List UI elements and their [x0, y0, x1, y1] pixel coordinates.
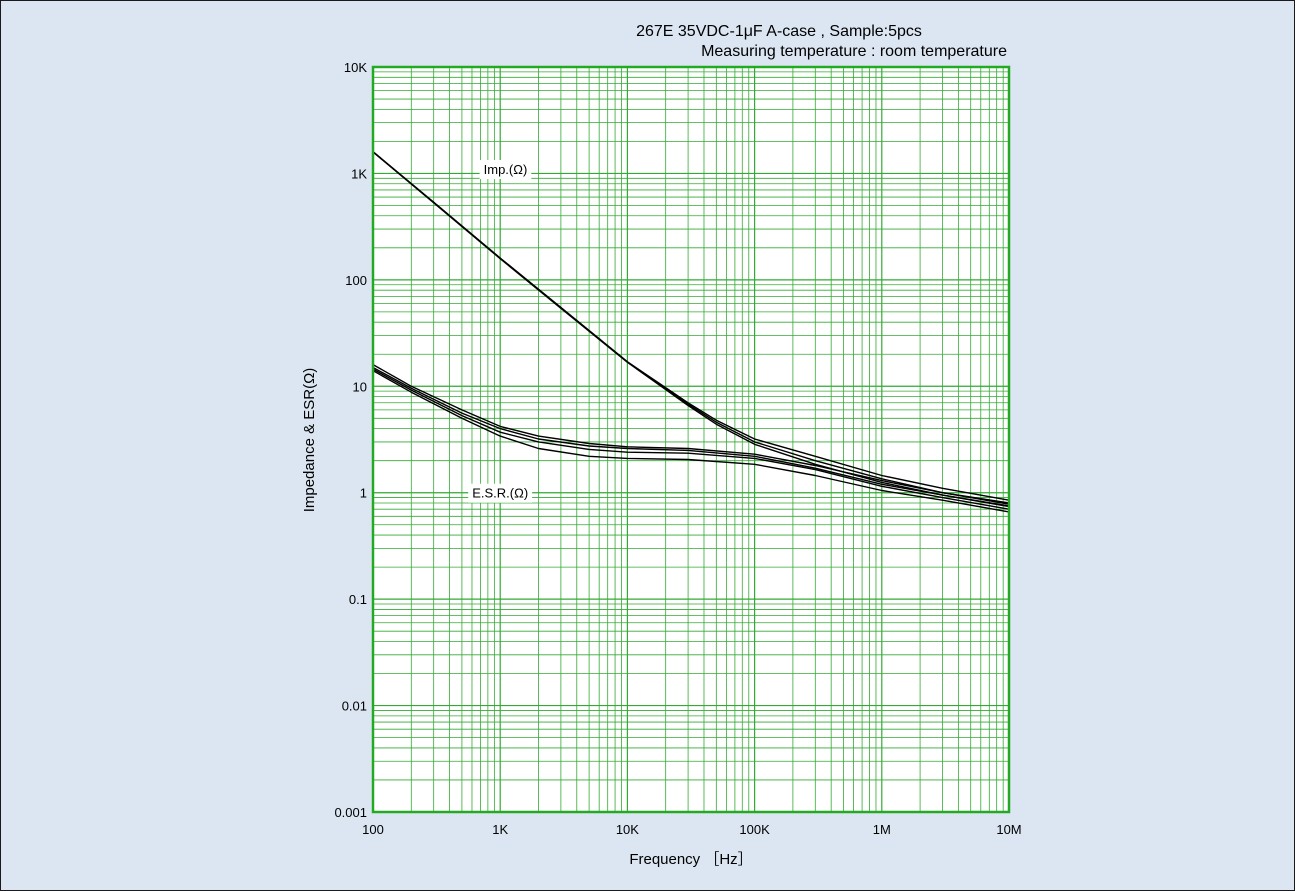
x-axis-title: Frequency ［Hz］ — [629, 851, 752, 868]
y-tick-label: 10K — [344, 60, 367, 75]
esr-series-6 — [372, 368, 1010, 510]
x-tick-label: 1M — [873, 822, 891, 837]
annotation-background — [468, 483, 533, 503]
impedance-series-3 — [372, 151, 1010, 507]
esr-series-4 — [372, 363, 1010, 505]
annotation-text: Imp.(Ω) — [484, 162, 528, 177]
y-axis-title: Impedance & ESR(Ω) — [301, 368, 318, 513]
y-tick-label: 0.001 — [334, 805, 367, 820]
chart-title-line-1: 267E 35VDC-1μF A-case , Sample:5pcs — [636, 23, 922, 40]
annotation-background — [479, 160, 532, 180]
esr-series-7 — [372, 370, 1010, 513]
esr-series-5 — [372, 366, 1010, 508]
x-tick-labels: 100 1K 10K 100K 1M 10M — [362, 822, 1022, 837]
y-tick-label: 10 — [353, 379, 367, 394]
x-tick-label: 100K — [739, 822, 770, 837]
y-tick-labels: 10K 1K 100 10 1 0.1 0.01 0.001 — [334, 60, 367, 820]
plot-area — [373, 67, 1009, 812]
annotation-text: E.S.R.(Ω) — [472, 486, 528, 501]
plot-border — [371, 65, 1011, 814]
annotation-label: Imp.(Ω) — [479, 160, 532, 180]
annotation-label: E.S.R.(Ω) — [468, 483, 533, 503]
y-tick-label: 1 — [360, 486, 367, 501]
annotations: Imp.(Ω) E.S.R.(Ω) — [468, 160, 533, 503]
y-tick-label: 100 — [345, 273, 367, 288]
x-tick-label: 1K — [492, 822, 508, 837]
y-tick-label: 1K — [351, 166, 367, 181]
grid-lines — [372, 67, 1009, 813]
series-layer — [372, 151, 1010, 513]
x-tick-label: 100 — [362, 822, 384, 837]
x-tick-label: 10M — [996, 822, 1021, 837]
y-tick-label: 0.1 — [349, 592, 367, 607]
y-tick-label: 0.01 — [342, 699, 367, 714]
chart-title-line-2: Measuring temperature : room temperature — [701, 43, 1007, 60]
x-tick-label: 10K — [616, 822, 639, 837]
